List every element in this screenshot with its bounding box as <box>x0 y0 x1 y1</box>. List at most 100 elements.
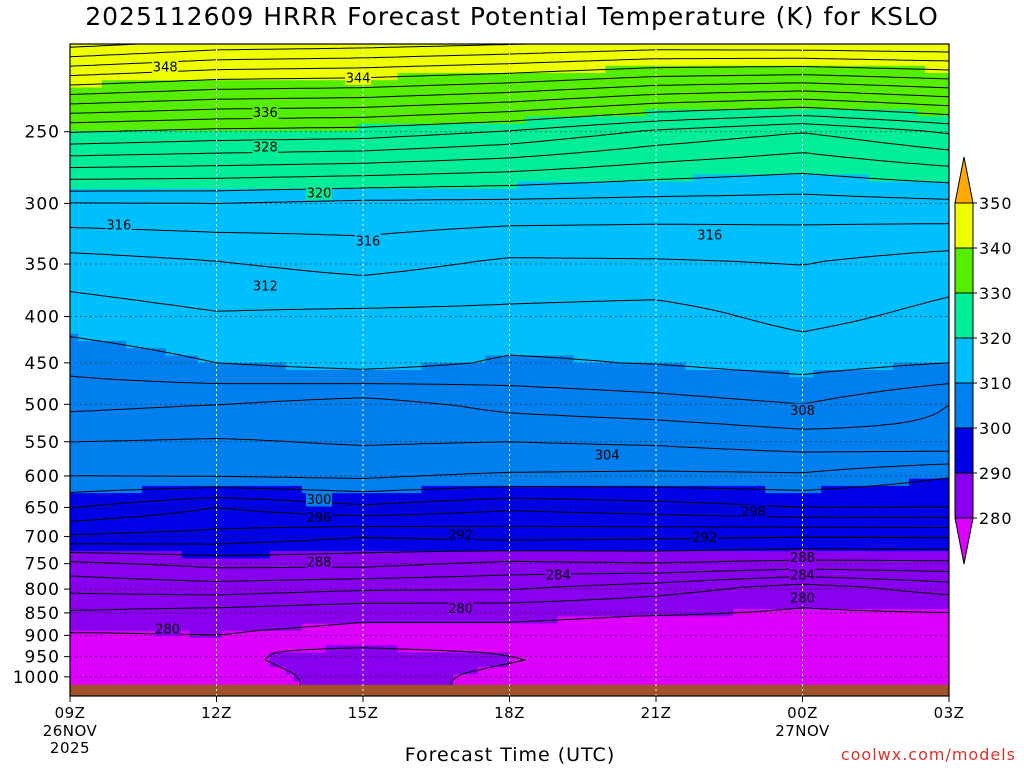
colorbar-swatch <box>954 427 974 474</box>
y-tick-label: 350 <box>25 255 60 275</box>
isotherm-318 <box>70 193 949 204</box>
contour-label: 284 <box>790 569 815 584</box>
contour-label: 280 <box>790 591 815 606</box>
y-tick-label: 400 <box>25 308 60 328</box>
y-tick-label: 450 <box>25 354 60 374</box>
contour-label-bg <box>447 601 474 616</box>
isotherm-332 <box>70 98 949 124</box>
contour-label-bg <box>691 530 718 545</box>
y-tick-label: 300 <box>25 194 60 214</box>
contour-label: 288 <box>790 551 815 566</box>
colorbar-swatch <box>954 247 974 294</box>
contour-label: 280 <box>448 602 473 617</box>
pressure-axis: 2503003504004505005506006507007508008509… <box>13 123 70 688</box>
y-tick-label: 800 <box>25 580 60 600</box>
isotherm-280 <box>70 607 949 696</box>
isotherm-300 <box>70 477 949 493</box>
contour-label-bg <box>252 278 279 293</box>
colorbar-swatch <box>954 202 974 249</box>
contour-label-bg <box>252 105 279 120</box>
isotherm-328 <box>70 115 949 145</box>
chart-title: 2025112609 HRRR Forecast Potential Tempe… <box>85 2 939 31</box>
contour-label-bg <box>696 227 723 242</box>
y-tick-label: 600 <box>25 467 60 487</box>
colorbar-swatch <box>954 337 974 384</box>
x-tick-label: 12Z <box>201 704 232 722</box>
contour-label: 316 <box>697 228 722 243</box>
contour-label-bg <box>789 550 816 565</box>
isotherm-312 <box>70 291 949 332</box>
isotherm-336 <box>70 82 949 105</box>
credit-link[interactable]: coolwx.com/models <box>840 745 1016 764</box>
colorbar-tick-label: 350 <box>979 194 1013 213</box>
colorbar-tick-label: 310 <box>979 374 1013 393</box>
isotherm-322 <box>70 152 949 180</box>
y-tick-label: 850 <box>25 604 60 624</box>
contour-label: 316 <box>355 234 380 249</box>
contour-label-bg <box>545 568 572 583</box>
x-axis-label: Forecast Time (UTC) <box>404 744 616 766</box>
colorbar-tick-label: 340 <box>979 239 1013 258</box>
x-tick-label: 21Z <box>641 704 672 722</box>
grid-lines <box>70 44 949 696</box>
x-tick-label: 00Z <box>787 704 818 722</box>
contour-label-bg <box>447 527 474 542</box>
contour-label-bg <box>789 403 816 418</box>
contour-label: 280 <box>155 623 180 638</box>
colorbar-swatch <box>954 156 974 204</box>
contour-labels: 348 344 336 328 320 316 316 316 312 308 304 300 296 2… <box>105 59 816 638</box>
contour-label: 284 <box>546 569 571 584</box>
colorbar-swatch <box>954 517 974 565</box>
contour-label: 312 <box>253 279 278 294</box>
contour-label: 292 <box>692 531 717 546</box>
isotherm-310 <box>70 336 949 375</box>
contour-label-bg <box>152 59 179 74</box>
y-tick-label: 750 <box>25 555 60 575</box>
x-tick-label: 18Z <box>494 704 525 722</box>
y-tick-label: 500 <box>25 395 60 415</box>
y-tick-label: 900 <box>25 626 60 646</box>
isotherm-344 <box>70 49 949 67</box>
contour-label-bg <box>306 555 333 570</box>
isotherm-320 <box>70 173 949 192</box>
contour-label: 348 <box>153 60 178 75</box>
isotherm-316 <box>70 223 949 237</box>
contour-label-bg <box>740 504 767 519</box>
y-tick-label: 1000 <box>13 668 60 688</box>
x-date-label: 27NOV <box>775 722 830 740</box>
contour-label: 296 <box>307 511 332 526</box>
y-tick-label: 250 <box>25 123 60 143</box>
colorbar-tick-label: 320 <box>979 329 1013 348</box>
isotherm-286 <box>70 568 949 582</box>
contour-label: 344 <box>346 71 371 86</box>
filled-contours <box>70 44 949 696</box>
y-tick-label: 650 <box>25 498 60 518</box>
isotherm-346 <box>70 44 528 58</box>
x-date-label: 26NOV <box>43 722 98 740</box>
contour-label: 292 <box>448 528 473 543</box>
colorbar-tick-label: 330 <box>979 284 1013 303</box>
contour-label: 298 <box>741 505 766 520</box>
isotherm-294 <box>70 525 949 536</box>
contour-lines <box>70 44 949 696</box>
isotherm-308 <box>70 375 949 405</box>
contour-label: 328 <box>253 141 278 156</box>
contour-label: 316 <box>106 219 131 234</box>
contour-label-bg <box>789 590 816 605</box>
colorbar-swatch <box>954 382 974 429</box>
contour-label: 288 <box>307 556 332 571</box>
contour-label: 320 <box>307 186 332 201</box>
y-tick-label: 550 <box>25 433 60 453</box>
x-tick-label: 15Z <box>348 704 379 722</box>
contour-label-bg <box>789 568 816 583</box>
isotherm-342 <box>70 57 949 77</box>
contour-label-bg <box>306 185 333 200</box>
isotherm-290 <box>70 548 949 556</box>
y-tick-label: 950 <box>25 648 60 668</box>
contour-label-bg <box>354 233 381 248</box>
contour-label-bg <box>594 448 621 463</box>
contour-label-bg <box>345 70 372 85</box>
contour-label: 308 <box>790 404 815 419</box>
isotherm-314 <box>70 250 949 276</box>
